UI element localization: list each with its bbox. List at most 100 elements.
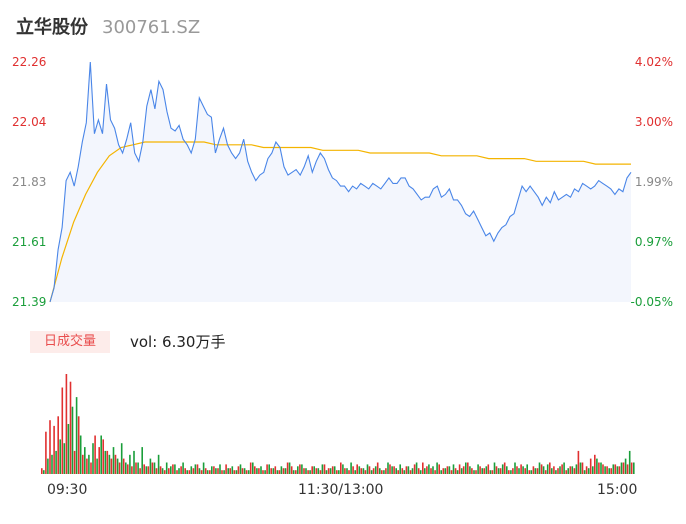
stock-header: 立华股份 300761.SZ (16, 13, 200, 39)
volume-bar (391, 466, 393, 474)
volume-bar (202, 462, 205, 474)
volume-bar (503, 462, 506, 474)
volume-bar (514, 462, 516, 474)
volume-bar (577, 450, 580, 474)
volume-bar (333, 466, 336, 474)
volume-bar (432, 466, 434, 474)
volume-bar (192, 468, 195, 474)
volume-bar (209, 470, 211, 474)
price-tick-label: 22.26 (12, 55, 47, 69)
volume-bar (555, 470, 557, 474)
volume-bar (227, 468, 229, 474)
volume-bar (491, 470, 494, 474)
volume-bar (532, 466, 535, 474)
volume-bar (301, 464, 303, 474)
volume-bar (471, 468, 473, 474)
volume-bar (462, 466, 465, 474)
volume-bar (45, 431, 47, 474)
volume-bar (630, 462, 633, 474)
volume-bar (364, 470, 367, 474)
volume-bar (49, 420, 51, 474)
volume-bar (422, 462, 424, 474)
volume-bar (544, 470, 547, 474)
volume-bar (493, 462, 496, 474)
volume-bar (628, 450, 631, 474)
volume-bar (145, 466, 148, 474)
volume-bar (549, 462, 551, 474)
price-area-fill (50, 62, 631, 302)
time-label-midday: 11:30/13:00 (298, 482, 384, 498)
volume-bar (88, 454, 90, 474)
volume-bar (231, 466, 234, 474)
volume-bar (426, 466, 428, 474)
volume-bar (180, 466, 182, 474)
volume-bar (243, 468, 246, 474)
volume-bar (122, 458, 125, 474)
volume-bar (223, 470, 225, 474)
volume-bar (567, 468, 569, 474)
volume-bar (585, 466, 588, 474)
time-label-close: 15:00 (597, 482, 638, 498)
volume-bar (215, 468, 217, 474)
volume-bar (489, 470, 492, 474)
volume-bar (594, 454, 596, 474)
pct-tick-label: 4.02% (634, 55, 673, 69)
volume-bar (147, 466, 150, 474)
volume-bar (286, 462, 289, 474)
volume-bar (116, 458, 119, 474)
price-tick-label: 21.83 (12, 175, 47, 189)
volume-bar (569, 466, 572, 474)
volume-bar (149, 458, 152, 474)
volume-bar (354, 470, 356, 474)
volume-bar (563, 462, 565, 474)
volume-bar (598, 462, 600, 474)
volume-bar (415, 462, 418, 474)
stock-code: 300761.SZ (102, 17, 201, 38)
volume-readout: vol: 6.30万手 (130, 333, 226, 351)
volume-bar (141, 447, 143, 474)
volume-bar (252, 462, 254, 474)
volume-bar (125, 462, 127, 474)
volume-bar (53, 425, 55, 474)
volume-bar (229, 468, 231, 474)
volume-bar (374, 466, 377, 474)
volume-bar (196, 464, 199, 474)
volume-bar (620, 462, 623, 474)
volume-bar (211, 466, 213, 474)
volume-bar (221, 470, 223, 474)
volume-bar (559, 466, 561, 474)
volume-bar (602, 464, 604, 474)
volume-bar (561, 464, 563, 474)
volume-bar (254, 466, 256, 474)
volume-bar (557, 468, 559, 474)
volume-bar (430, 468, 432, 474)
volume-bar (506, 466, 508, 474)
volume-bar (313, 466, 315, 474)
volume-bar (143, 464, 145, 474)
volume-bar (540, 464, 543, 474)
volume-bar (75, 397, 78, 474)
volume-bar (106, 450, 109, 474)
volume-bar (518, 468, 520, 474)
volume-bar (379, 468, 381, 474)
volume-bar (268, 464, 270, 474)
volume-bar (200, 470, 203, 474)
volume-bar (534, 468, 537, 474)
volume-bar (299, 464, 301, 474)
volume-bar (247, 470, 250, 474)
volume-bar (483, 468, 485, 474)
volume-bar (96, 458, 98, 474)
volume-bar (325, 470, 328, 474)
volume-bar (370, 470, 373, 474)
volume-bar (616, 466, 619, 474)
volume-bar (79, 435, 82, 474)
volume-bar (479, 466, 481, 474)
volume-bar (460, 468, 463, 474)
volume-bar (190, 466, 193, 474)
daily-volume-badge[interactable]: 日成交量 (30, 331, 110, 353)
volume-bar (204, 468, 207, 474)
volume-bar (260, 466, 262, 474)
volume-bar (235, 470, 238, 474)
volume-bar (338, 470, 340, 474)
volume-bar (376, 462, 379, 474)
